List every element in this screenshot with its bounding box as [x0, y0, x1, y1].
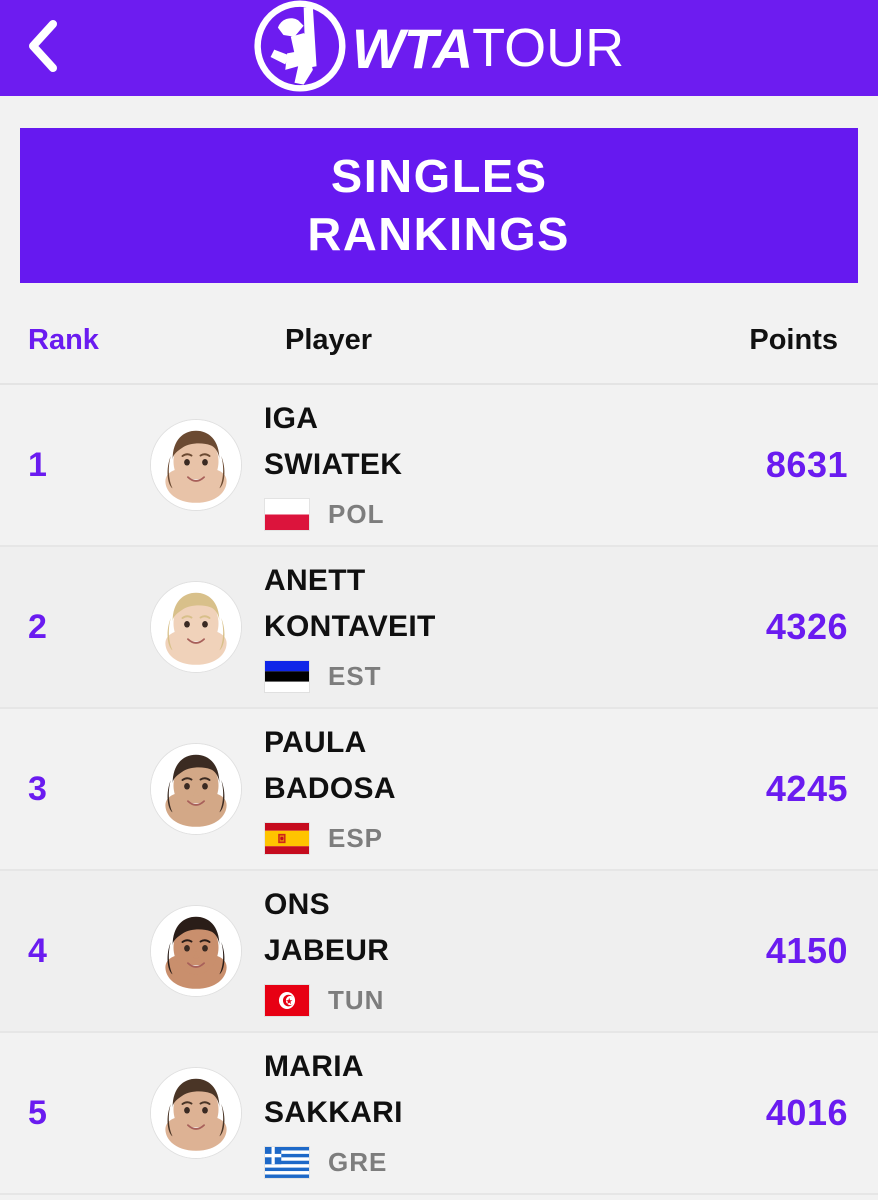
rank-value: 3	[28, 769, 47, 808]
player-first-name: MARIA	[264, 1049, 364, 1083]
column-header-player: Player	[285, 323, 373, 356]
country-code: GRE	[328, 1147, 388, 1178]
page-title-line-1: SINGLES	[330, 150, 548, 202]
back-button[interactable]	[14, 19, 70, 78]
country-line: POL	[264, 498, 402, 532]
chevron-left-icon	[25, 19, 59, 78]
country-code: ESP	[328, 823, 384, 854]
page-title-line-2: RANKINGS	[307, 207, 571, 260]
table-row[interactable]: 2 ANETT KONTAVEIT EST 4326	[0, 547, 878, 709]
player-first-name: PAULA	[264, 725, 367, 759]
flag-estonia-icon	[264, 660, 310, 694]
flag-greece-icon	[264, 1146, 310, 1180]
player-last-name: SAKKARI	[264, 1095, 403, 1129]
avatar	[150, 419, 242, 511]
rank-value: 2	[28, 607, 47, 646]
rank-value: 1	[28, 445, 47, 484]
avatar	[150, 581, 242, 673]
country-line: GRE	[264, 1146, 403, 1180]
player-cell[interactable]: IGA SWIATEK POL	[150, 399, 648, 532]
player-cell[interactable]: ANETT KONTAVEIT EST	[150, 561, 648, 694]
rank-value: 4	[28, 931, 47, 970]
flag-spain-icon	[264, 822, 310, 856]
points-value: 4326	[765, 606, 848, 647]
table-row[interactable]: 5 MARIA SAKKARI	[0, 1033, 878, 1195]
points-value: 4150	[765, 930, 848, 971]
flag-tunisia-icon	[264, 984, 310, 1018]
table-header-row: Rank Player Points	[0, 297, 878, 385]
rankings-list: 1 IGA SWIATEK POL 8631 2	[0, 385, 878, 1195]
brand-tour-text: TOUR	[472, 18, 625, 78]
rank-value: 5	[28, 1093, 47, 1132]
brand-wta-text: WTA	[351, 16, 473, 80]
wta-player-emblem-icon	[254, 0, 346, 97]
country-code: TUN	[328, 985, 385, 1016]
player-cell[interactable]: MARIA SAKKARI GRE	[150, 1047, 648, 1180]
column-header-points: Points	[749, 323, 838, 356]
avatar	[150, 905, 242, 997]
country-code: POL	[328, 499, 385, 530]
avatar	[150, 1067, 242, 1159]
player-cell[interactable]: PAULA BADOSA ESP	[150, 723, 648, 856]
player-last-name: SWIATEK	[264, 447, 403, 481]
player-last-name: KONTAVEIT	[264, 609, 436, 643]
country-code: EST	[328, 661, 382, 692]
table-row[interactable]: 4 ONS JABEUR TUN	[0, 871, 878, 1033]
player-cell[interactable]: ONS JABEUR TUN	[150, 885, 648, 1018]
player-last-name: JABEUR	[264, 933, 390, 967]
page-title-banner: SINGLES RANKINGS	[20, 128, 858, 283]
country-line: EST	[264, 660, 436, 694]
country-line: TUN	[264, 984, 389, 1018]
app-bar: WTA TOUR	[0, 0, 878, 96]
wta-tour-logo[interactable]: WTA TOUR	[254, 0, 624, 96]
player-first-name: ONS	[264, 887, 330, 921]
player-first-name: IGA	[264, 401, 319, 435]
avatar	[150, 743, 242, 835]
table-row[interactable]: 3 PAULA BADOSA ESP	[0, 709, 878, 871]
table-row[interactable]: 1 IGA SWIATEK POL 8631	[0, 385, 878, 547]
points-value: 4016	[765, 1092, 848, 1133]
flag-poland-icon	[264, 498, 310, 532]
column-header-rank: Rank	[28, 323, 99, 356]
points-value: 8631	[765, 444, 848, 485]
player-last-name: BADOSA	[264, 771, 396, 805]
points-value: 4245	[765, 768, 848, 809]
country-line: ESP	[264, 822, 396, 856]
player-first-name: ANETT	[264, 563, 366, 597]
